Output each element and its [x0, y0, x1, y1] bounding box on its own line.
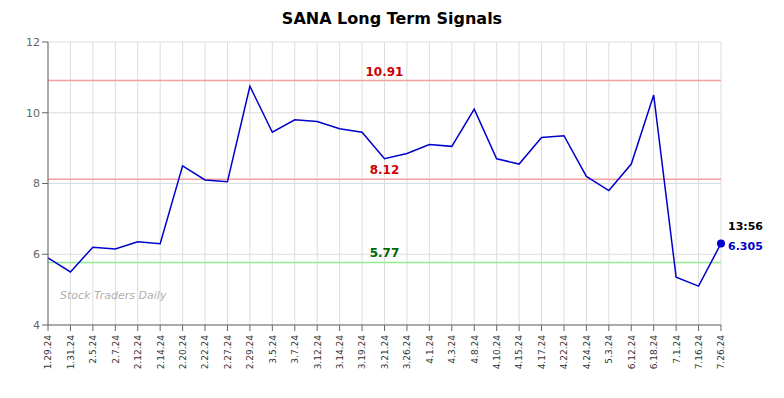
- svg-text:3.21.24: 3.21.24: [380, 335, 390, 370]
- svg-text:1.29.24: 1.29.24: [43, 335, 53, 370]
- svg-text:1.31.24: 1.31.24: [66, 335, 76, 370]
- svg-text:2.14.24: 2.14.24: [156, 335, 166, 370]
- svg-text:2.29.24: 2.29.24: [245, 335, 255, 370]
- svg-text:8: 8: [33, 177, 40, 190]
- svg-text:7.1.24: 7.1.24: [672, 335, 682, 364]
- svg-text:4.17.24: 4.17.24: [537, 335, 547, 370]
- svg-text:2.22.24: 2.22.24: [200, 335, 210, 370]
- svg-text:3.7.24: 3.7.24: [290, 335, 300, 364]
- html-text:Stock Traders Daily: Stock Traders Daily: [60, 289, 167, 302]
- svg-text:2.5.24: 2.5.24: [88, 335, 98, 364]
- svg-text:3.26.24: 3.26.24: [402, 335, 412, 370]
- svg-text:10.91: 10.91: [366, 65, 404, 79]
- svg-text:2.27.24: 2.27.24: [223, 335, 233, 370]
- svg-text:2.7.24: 2.7.24: [111, 335, 121, 364]
- svg-text:6.12.24: 6.12.24: [627, 335, 637, 370]
- svg-text:8.12: 8.12: [370, 163, 400, 177]
- svg-text:6.18.24: 6.18.24: [649, 335, 659, 370]
- svg-text:12: 12: [26, 36, 40, 49]
- svg-text:4.24.24: 4.24.24: [582, 335, 592, 370]
- svg-text:4.1.24: 4.1.24: [425, 335, 435, 364]
- svg-text:4.22.24: 4.22.24: [559, 335, 569, 370]
- svg-text:4.10.24: 4.10.24: [492, 335, 502, 370]
- svg-text:5.3.24: 5.3.24: [604, 335, 614, 364]
- svg-text:10: 10: [26, 107, 40, 120]
- svg-text:3.14.24: 3.14.24: [335, 335, 345, 370]
- svg-text:7.16.24: 7.16.24: [694, 335, 704, 370]
- svg-text:3.5.24: 3.5.24: [268, 335, 278, 364]
- svg-text:5.77: 5.77: [370, 246, 400, 260]
- html-text:SANA Long Term Signals: SANA Long Term Signals: [281, 9, 503, 28]
- svg-text:3.12.24: 3.12.24: [313, 335, 323, 370]
- svg-text:4.15.24: 4.15.24: [514, 335, 524, 370]
- svg-text:2.20.24: 2.20.24: [178, 335, 188, 370]
- svg-text:4: 4: [33, 319, 40, 332]
- svg-text:6: 6: [33, 248, 40, 261]
- svg-text:6.305: 6.305: [728, 240, 763, 253]
- svg-text:3.19.24: 3.19.24: [357, 335, 367, 370]
- svg-text:4.8.24: 4.8.24: [470, 335, 480, 364]
- svg-text:2.12.24: 2.12.24: [133, 335, 143, 370]
- svg-text:4.3.24: 4.3.24: [447, 335, 457, 364]
- svg-text:13:56: 13:56: [728, 220, 763, 233]
- svg-text:7.26.24: 7.26.24: [716, 335, 726, 370]
